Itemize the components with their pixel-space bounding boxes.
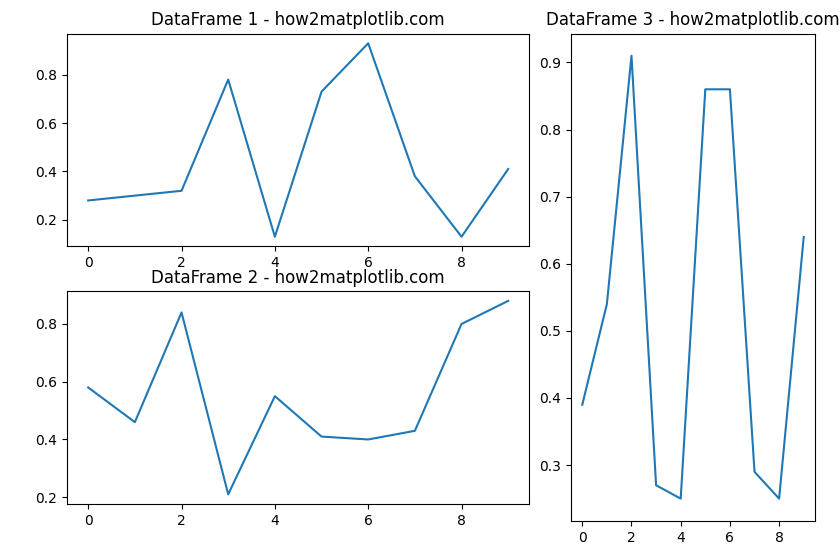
Title: DataFrame 2 - how2matplotlib.com: DataFrame 2 - how2matplotlib.com [151, 269, 445, 287]
Title: DataFrame 1 - how2matplotlib.com: DataFrame 1 - how2matplotlib.com [151, 11, 445, 29]
Title: DataFrame 3 - how2matplotlib.com: DataFrame 3 - how2matplotlib.com [546, 11, 840, 29]
